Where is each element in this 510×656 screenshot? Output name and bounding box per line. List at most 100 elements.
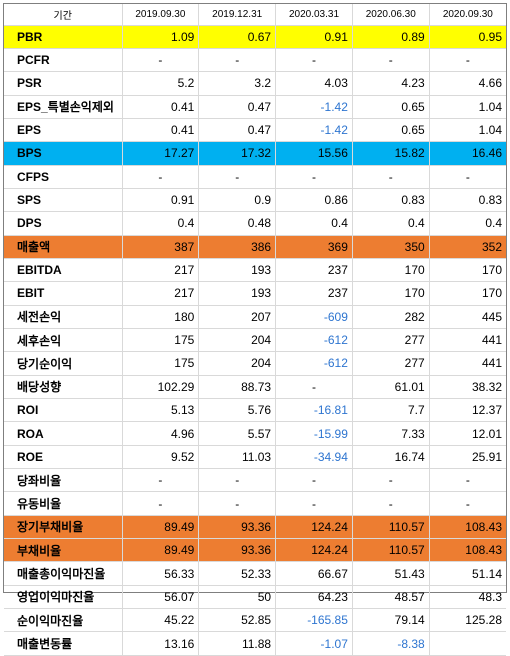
- row-label-cell[interactable]: 매출액: [4, 235, 123, 259]
- row-label-cell[interactable]: SPS: [4, 188, 123, 213]
- value-cell[interactable]: 0.41: [122, 118, 200, 143]
- value-cell[interactable]: 15.82: [352, 141, 430, 166]
- value-cell[interactable]: 11.03: [198, 445, 277, 470]
- value-cell[interactable]: 66.67: [275, 561, 353, 586]
- value-cell[interactable]: 5.57: [198, 421, 277, 446]
- value-cell[interactable]: 0.83: [352, 188, 430, 213]
- value-cell[interactable]: 0.9: [198, 188, 277, 213]
- value-cell[interactable]: 170: [429, 281, 506, 306]
- value-cell[interactable]: 13.16: [122, 631, 200, 656]
- value-cell[interactable]: 5.2: [122, 71, 200, 96]
- value-cell[interactable]: -34.94: [275, 445, 353, 470]
- value-cell[interactable]: 193: [198, 281, 277, 306]
- row-label-cell[interactable]: 장기부채비율: [4, 515, 123, 540]
- row-label-cell[interactable]: ROE: [4, 445, 123, 470]
- row-label-cell[interactable]: CFPS: [4, 165, 123, 189]
- row-label-cell[interactable]: ROA: [4, 421, 123, 446]
- value-cell[interactable]: 48.57: [352, 585, 430, 610]
- value-cell[interactable]: 1.04: [429, 118, 506, 143]
- value-cell[interactable]: -: [429, 491, 506, 516]
- value-cell[interactable]: 110.57: [352, 515, 430, 540]
- value-cell[interactable]: -: [122, 165, 200, 189]
- value-cell[interactable]: 102.29: [122, 374, 200, 400]
- value-cell[interactable]: 0.47: [198, 95, 277, 119]
- header-period-cell[interactable]: 2020.09.30: [429, 4, 506, 26]
- header-period-cell[interactable]: 2020.06.30: [352, 4, 430, 26]
- value-cell[interactable]: 207: [198, 305, 277, 329]
- value-cell[interactable]: -: [275, 468, 353, 493]
- value-cell[interactable]: 16.74: [352, 445, 430, 470]
- value-cell[interactable]: 0.4: [275, 211, 353, 236]
- value-cell[interactable]: 175: [122, 328, 200, 353]
- value-cell[interactable]: -: [352, 165, 430, 189]
- row-label-cell[interactable]: PCFR: [4, 48, 123, 73]
- row-label-cell[interactable]: BPS: [4, 141, 123, 166]
- row-label-cell[interactable]: 세전손익: [4, 305, 123, 329]
- value-cell[interactable]: 25.91: [429, 445, 506, 470]
- value-cell[interactable]: -: [429, 468, 506, 493]
- value-cell[interactable]: 11.88: [198, 631, 277, 656]
- header-period-cell[interactable]: 2019.09.30: [122, 4, 200, 26]
- value-cell[interactable]: 52.33: [198, 561, 277, 586]
- value-cell[interactable]: 93.36: [198, 515, 277, 540]
- value-cell[interactable]: 88.73: [198, 374, 277, 400]
- value-cell[interactable]: 3.2: [198, 71, 277, 96]
- row-label-cell[interactable]: 세후손익: [4, 328, 123, 353]
- value-cell[interactable]: 0.65: [352, 118, 430, 143]
- value-cell[interactable]: -: [122, 491, 200, 516]
- value-cell[interactable]: 12.37: [429, 398, 506, 423]
- value-cell[interactable]: -: [352, 48, 430, 73]
- row-label-cell[interactable]: EPS: [4, 118, 123, 143]
- value-cell[interactable]: 0.67: [198, 25, 277, 49]
- value-cell[interactable]: 56.07: [122, 585, 200, 610]
- value-cell[interactable]: 0.65: [352, 95, 430, 119]
- value-cell[interactable]: 124.24: [275, 515, 353, 540]
- value-cell[interactable]: 170: [429, 258, 506, 283]
- value-cell[interactable]: 61.01: [352, 374, 430, 400]
- header-label-cell[interactable]: 기간: [4, 4, 123, 26]
- value-cell[interactable]: 89.49: [122, 515, 200, 540]
- value-cell[interactable]: 170: [352, 258, 430, 283]
- header-period-cell[interactable]: 2020.03.31: [275, 4, 353, 26]
- value-cell[interactable]: 441: [429, 351, 506, 376]
- value-cell[interactable]: 93.36: [198, 538, 277, 563]
- value-cell[interactable]: 175: [122, 351, 200, 376]
- value-cell[interactable]: 352: [429, 235, 506, 259]
- value-cell[interactable]: 0.47: [198, 118, 277, 143]
- row-label-cell[interactable]: PSR: [4, 71, 123, 96]
- row-label-cell[interactable]: EPS_특별손익제외: [4, 95, 123, 119]
- value-cell[interactable]: -: [198, 48, 277, 73]
- value-cell[interactable]: -1.42: [275, 118, 353, 143]
- value-cell[interactable]: 56.33: [122, 561, 200, 586]
- value-cell[interactable]: 16.46: [429, 141, 506, 166]
- value-cell[interactable]: 45.22: [122, 608, 200, 633]
- value-cell[interactable]: 9.52: [122, 445, 200, 470]
- row-label-cell[interactable]: DPS: [4, 211, 123, 236]
- value-cell[interactable]: -: [198, 165, 277, 189]
- value-cell[interactable]: -: [352, 468, 430, 493]
- value-cell[interactable]: 17.32: [198, 141, 277, 166]
- value-cell[interactable]: -: [275, 48, 353, 73]
- value-cell[interactable]: 0.83: [429, 188, 506, 213]
- row-label-cell[interactable]: 순이익마진율: [4, 608, 123, 633]
- value-cell[interactable]: 282: [352, 305, 430, 329]
- value-cell[interactable]: 1.09: [122, 25, 200, 49]
- row-label-cell[interactable]: 당기순이익: [4, 351, 123, 376]
- value-cell[interactable]: 0.41: [122, 95, 200, 119]
- row-label-cell[interactable]: 매출변동률: [4, 631, 123, 656]
- value-cell[interactable]: 48.3: [429, 585, 506, 610]
- value-cell[interactable]: 4.66: [429, 71, 506, 96]
- value-cell[interactable]: -: [198, 468, 277, 493]
- value-cell[interactable]: -165.85: [275, 608, 353, 633]
- row-label-cell[interactable]: PBR: [4, 25, 123, 49]
- value-cell[interactable]: 369: [275, 235, 353, 259]
- row-label-cell[interactable]: ROI: [4, 398, 123, 423]
- value-cell[interactable]: 15.56: [275, 141, 353, 166]
- value-cell[interactable]: 125.28: [429, 608, 506, 633]
- value-cell[interactable]: -: [275, 165, 353, 189]
- value-cell[interactable]: 5.13: [122, 398, 200, 423]
- value-cell[interactable]: 217: [122, 258, 200, 283]
- value-cell[interactable]: -16.81: [275, 398, 353, 423]
- value-cell[interactable]: 17.27: [122, 141, 200, 166]
- value-cell[interactable]: 0.95: [429, 25, 506, 49]
